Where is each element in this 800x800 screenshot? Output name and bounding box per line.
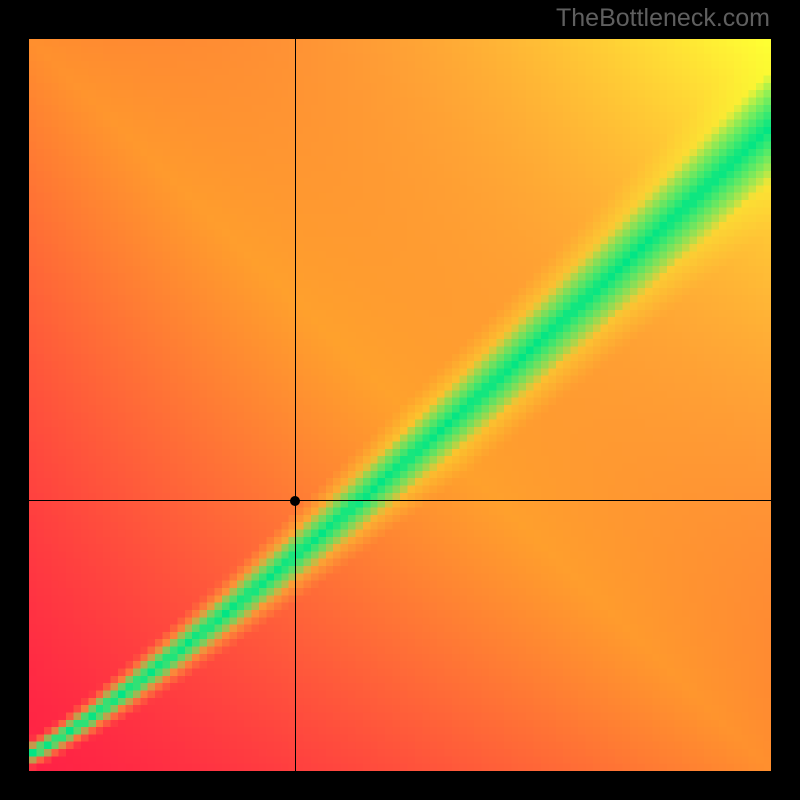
bottleneck-heatmap xyxy=(29,39,771,771)
crosshair-horizontal xyxy=(29,500,771,501)
chart-container: TheBottleneck.com xyxy=(0,0,800,800)
watermark-text: TheBottleneck.com xyxy=(556,4,770,33)
crosshair-vertical xyxy=(295,39,296,771)
